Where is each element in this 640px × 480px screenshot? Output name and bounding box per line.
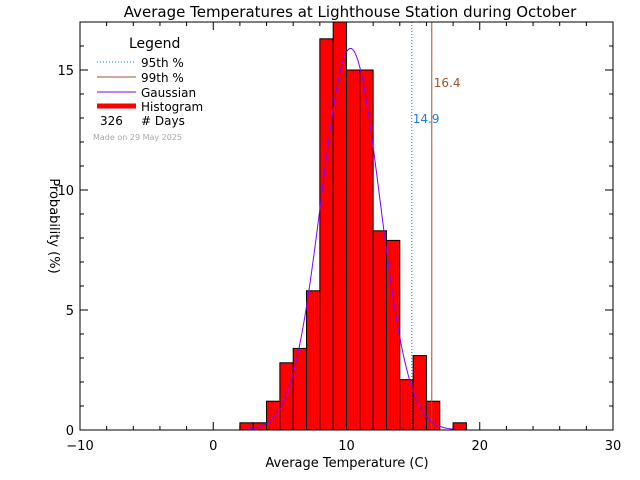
histogram-bar — [372, 230, 387, 431]
histogram-bar — [412, 355, 427, 431]
x-tick-label: 20 — [471, 439, 488, 454]
histogram-bar — [359, 69, 374, 431]
legend-label-99th: 99th % — [141, 71, 184, 85]
made-on-note: Made on 29 May 2025 — [93, 133, 182, 142]
percentile-lines: 14.9 16.4 — [411, 22, 461, 430]
histogram-bar — [306, 290, 321, 431]
histogram-bar — [385, 239, 401, 431]
gaussian-curve — [239, 47, 460, 431]
y-tick-label: 0 — [66, 424, 74, 439]
legend-label-gaussian: Gaussian — [141, 86, 196, 100]
histogram-bar — [346, 69, 361, 431]
histogram-bars — [239, 21, 467, 431]
x-tick-label: 10 — [338, 439, 355, 454]
x-axis-ticks: −10 0 10 20 30 — [66, 22, 621, 454]
y-axis-ticks: 0 5 10 15 — [57, 21, 613, 439]
percentile-95-label: 14.9 — [413, 112, 440, 126]
y-tick-label: 5 — [66, 304, 74, 319]
legend-days-count: 326 — [100, 114, 123, 128]
x-tick-label: −10 — [66, 439, 93, 454]
histogram-bar — [399, 379, 414, 431]
y-tick-label: 15 — [57, 64, 74, 79]
x-tick-label: 0 — [209, 439, 217, 454]
y-tick-label: 10 — [57, 184, 74, 199]
histogram-bar — [279, 362, 294, 431]
histogram-bar — [266, 400, 281, 431]
y-axis-label: Probability (%) — [46, 178, 61, 273]
histogram-bar — [292, 347, 308, 431]
legend-days-label: # Days — [141, 114, 185, 128]
x-tick-label: 30 — [605, 439, 622, 454]
legend-label-95th: 95th % — [141, 56, 184, 70]
percentile-99-label: 16.4 — [434, 76, 461, 90]
legend-title: Legend — [129, 36, 180, 52]
histogram-bar — [332, 21, 348, 431]
legend: Legend 95th % 99th % Gaussian Histogram … — [93, 36, 203, 142]
histogram-bar — [319, 38, 334, 431]
legend-label-histogram: Histogram — [141, 100, 203, 114]
chart-title: Average Temperatures at Lighthouse Stati… — [124, 3, 577, 21]
x-axis-label: Average Temperature (C) — [265, 456, 428, 471]
